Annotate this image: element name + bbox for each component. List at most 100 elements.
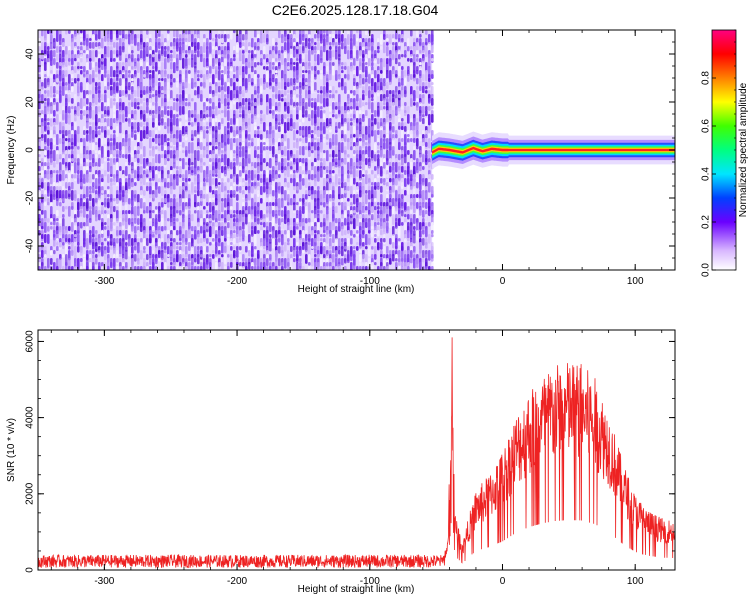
spectrogram-noise-cell (50, 206, 53, 217)
spectrogram-noise-cell (236, 246, 239, 251)
spectrogram-noise-cell (236, 138, 239, 147)
spectrogram-noise-cell (290, 166, 293, 170)
spectrogram-noise-cell (41, 134, 44, 139)
spectrogram-noise-cell (110, 46, 113, 51)
spectrogram-noise-cell (116, 34, 119, 41)
spectrogram-noise-cell (131, 130, 134, 138)
spectrogram-noise-cell (164, 122, 167, 128)
spectrogram-noise-cell (239, 66, 242, 76)
spectrogram-noise-cell (188, 78, 191, 84)
spectrogram-noise-cell (113, 222, 116, 226)
spectrogram-noise-cell (368, 230, 371, 234)
spectrogram-noise-cell (278, 94, 281, 102)
spectrogram-noise-cell (368, 238, 371, 246)
spectrogram-noise-cell (65, 138, 68, 142)
spectrogram-noise-cell (251, 138, 254, 143)
spectrogram-noise-cell (110, 42, 113, 46)
spectrogram-noise-cell (290, 258, 293, 267)
spectrogram-noise-cell (125, 90, 128, 94)
spectrogram-noise-cell (89, 210, 92, 221)
spectrogram-noise-cell (383, 246, 386, 256)
spectrogram-noise-cell (245, 246, 248, 253)
spectrogram-noise-cell (182, 110, 185, 115)
spectrogram-noise-cell (338, 226, 341, 232)
spectrogram-noise-cell (233, 246, 236, 250)
spectrogram-noise-cell (161, 250, 164, 261)
spectrogram-noise-cell (149, 50, 152, 54)
spectrogram-noise-cell (131, 182, 134, 188)
spectrogram-noise-cell (53, 58, 56, 65)
spectrogram-noise-cell (320, 110, 323, 120)
spectrogram-noise-cell (116, 54, 119, 58)
spectrogram-noise-cell (89, 134, 92, 143)
spectrogram-noise-cell (416, 202, 419, 209)
spectrogram-noise-cell (356, 230, 359, 234)
spectrogram-noise-cell (152, 186, 155, 191)
spectrogram-noise-cell (233, 154, 236, 158)
spectrogram-noise-cell (269, 242, 272, 252)
spectrogram-noise-cell (290, 246, 293, 253)
spectrogram-noise-cell (272, 186, 275, 191)
spectrogram-noise-cell (392, 70, 395, 76)
spectrogram-noise-cell (317, 230, 320, 236)
spectrogram-noise-cell (116, 118, 119, 124)
spectrogram-noise-cell (173, 98, 176, 102)
spectrogram-noise-cell (362, 242, 365, 248)
spectrogram-noise-cell (383, 266, 386, 270)
spectrogram-noise-cell (422, 162, 425, 168)
spectrogram-noise-cell (296, 46, 299, 50)
spectrogram-noise-cell (326, 234, 329, 244)
spectrogram-noise-cell (257, 98, 260, 106)
spectrogram-noise-cell (416, 78, 419, 85)
spectrogram-noise-cell (149, 246, 152, 256)
spectrogram-noise-cell (254, 134, 257, 138)
spectrogram-noise-cell (71, 82, 74, 87)
spectrogram-noise-cell (311, 102, 314, 109)
spectrogram-noise-cell (140, 50, 143, 60)
spectrogram-noise-cell (158, 122, 161, 126)
spectrogram-noise-cell (44, 234, 47, 244)
spectrogram-noise-cell (278, 258, 281, 267)
spectrogram-noise-cell (107, 150, 110, 158)
spectrogram-noise-cell (239, 186, 242, 191)
spectrogram-noise-cell (251, 66, 254, 73)
spectrogram-noise-cell (53, 74, 56, 80)
spectrogram-noise-cell (152, 170, 155, 181)
spectrogram-noise-cell (260, 110, 263, 115)
spectrogram-noise-cell (131, 238, 134, 247)
spectrogram-noise-cell (215, 178, 218, 189)
spectrogram-noise-cell (374, 134, 377, 145)
spectrogram-noise-cell (383, 82, 386, 87)
spectrogram-noise-cell (344, 158, 347, 165)
spectrogram-noise-cell (305, 210, 308, 221)
spectrogram-noise-cell (161, 54, 164, 62)
spectrogram-noise-cell (314, 178, 317, 187)
spectrogram-noise-cell (425, 30, 428, 35)
spectrogram-noise-cell (125, 250, 128, 260)
spectrogram-noise-cell (44, 202, 47, 207)
spectrogram-noise-cell (314, 106, 317, 111)
spectrogram-noise-cell (107, 102, 110, 107)
spectrogram-noise-cell (107, 258, 110, 268)
spectrogram-noise-cell (326, 266, 329, 270)
spectrogram-noise-cell (395, 90, 398, 95)
spectrogram-noise-cell (386, 158, 389, 166)
spectrogram-noise-cell (263, 82, 266, 90)
spectrogram-noise-cell (179, 38, 182, 42)
spectrogram-noise-cell (413, 234, 416, 244)
spectrogram-noise-cell (164, 246, 167, 250)
spectrogram-noise-cell (188, 58, 191, 66)
spectrogram-noise-cell (83, 186, 86, 196)
spectrogram-noise-cell (53, 262, 56, 270)
spectrogram-noise-cell (410, 202, 413, 206)
spectrogram-noise-cell (332, 66, 335, 71)
spectrogram-noise-cell (266, 146, 269, 151)
spectrogram-noise-cell (305, 46, 308, 54)
spectrogram-noise-cell (83, 166, 86, 174)
spectrogram-noise-cell (188, 122, 191, 126)
spectrogram-noise-cell (320, 258, 323, 267)
spectrogram-noise-cell (170, 82, 173, 86)
spectrogram-noise-cell (125, 34, 128, 40)
spectrogram-noise-cell (392, 38, 395, 43)
spectrogram-noise-cell (428, 34, 431, 44)
